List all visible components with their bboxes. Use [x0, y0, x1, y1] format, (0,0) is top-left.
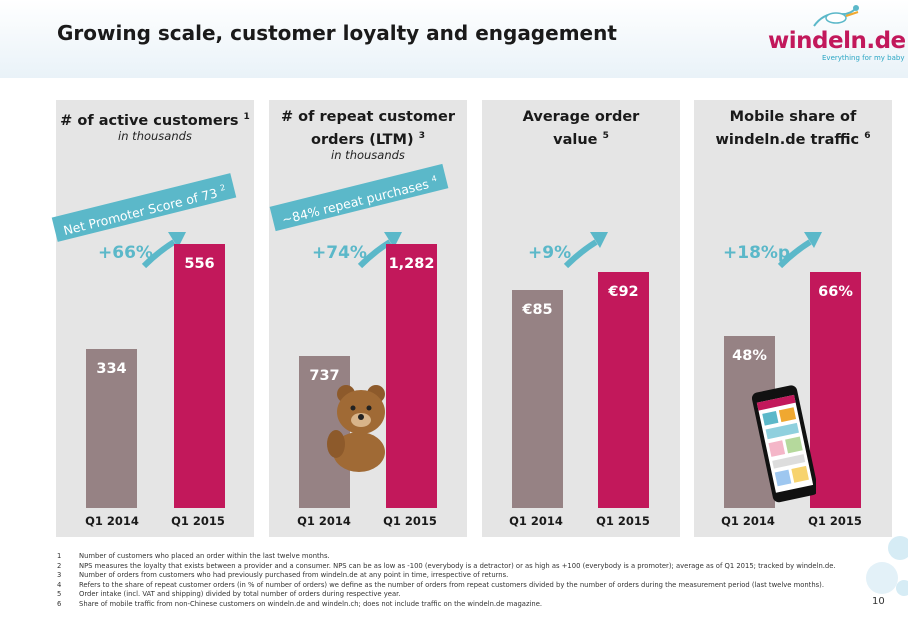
x-tick-label: Q1 2014 — [721, 514, 775, 528]
x-tick-label: Q1 2014 — [85, 514, 139, 528]
logo-tagline: Everything for my baby — [822, 54, 905, 62]
footnote-item: 2 NPS measures the loyalty that exists be… — [57, 561, 836, 570]
data-label: €85 — [522, 302, 553, 318]
bar-q1-2014: €85 — [512, 290, 563, 508]
bar-q1-2014: 737 — [299, 356, 350, 508]
footnote-item: 5 Order intake (incl. VAT and shipping) d… — [57, 590, 401, 599]
data-label: 737 — [309, 368, 340, 384]
panel-subtitle: in thousands — [331, 148, 405, 162]
teddy-bear-icon — [327, 385, 385, 472]
bubbles-decoration-icon — [866, 536, 908, 596]
panel-title: # of active customers 1 — [60, 112, 250, 129]
bar-q1-2015: 556 — [174, 244, 225, 508]
growth-arrow-icon — [563, 232, 608, 268]
footnotes: 1 Number of customers who placed an order… — [57, 552, 857, 610]
bar-q1-2015: 66% — [810, 272, 861, 508]
data-label: 1,282 — [388, 256, 435, 272]
data-label: 66% — [818, 284, 853, 300]
bar-q1-2014: 334 — [86, 349, 137, 508]
footnote-item: 4 Refers to the share of repeat customer … — [57, 580, 824, 589]
panel-title: Average order value 5 — [522, 109, 640, 148]
header-band — [0, 0, 908, 78]
page-number: 10 — [872, 596, 885, 607]
growth-label: +66% — [98, 243, 153, 263]
x-tick-label: Q1 2015 — [808, 514, 862, 528]
footnote-item: 1 Number of customers who placed an order… — [57, 552, 330, 560]
logo: windeln.de — [768, 28, 906, 54]
growth-label: +74% — [312, 243, 367, 263]
panel-subtitle: in thousands — [118, 129, 192, 143]
growth-label: +18%p — [723, 243, 791, 263]
data-label: 556 — [184, 256, 215, 272]
page-title: Growing scale, customer loyalty and enga… — [57, 21, 617, 45]
data-label: 334 — [96, 361, 127, 377]
x-tick-label: Q1 2015 — [383, 514, 437, 528]
footnote-item: 6 Share of mobile traffic from non-Chines… — [57, 599, 543, 608]
x-tick-label: Q1 2015 — [596, 514, 650, 528]
bar-q1-2015: 1,282 — [386, 244, 437, 508]
growth-arrow-icon — [777, 232, 822, 268]
growth-arrow-icon — [141, 232, 186, 268]
growth-arrow-icon — [357, 232, 402, 268]
x-tick-label: Q1 2014 — [297, 514, 351, 528]
x-tick-label: Q1 2015 — [171, 514, 225, 528]
smartphone-icon — [752, 385, 816, 503]
bar-q1-2015: €92 — [598, 272, 649, 508]
panel-title: Mobile share of windeln.de traffic 6 — [715, 109, 871, 148]
stork-icon — [813, 5, 859, 27]
data-label: €92 — [608, 284, 639, 300]
growth-label: +9% — [528, 243, 572, 263]
panel-title: # of repeat customer orders (LTM) 3 — [280, 109, 455, 148]
footnote-item: 3 Number of orders from customers who had… — [57, 571, 509, 580]
x-tick-label: Q1 2014 — [509, 514, 563, 528]
data-label: 48% — [732, 348, 767, 364]
